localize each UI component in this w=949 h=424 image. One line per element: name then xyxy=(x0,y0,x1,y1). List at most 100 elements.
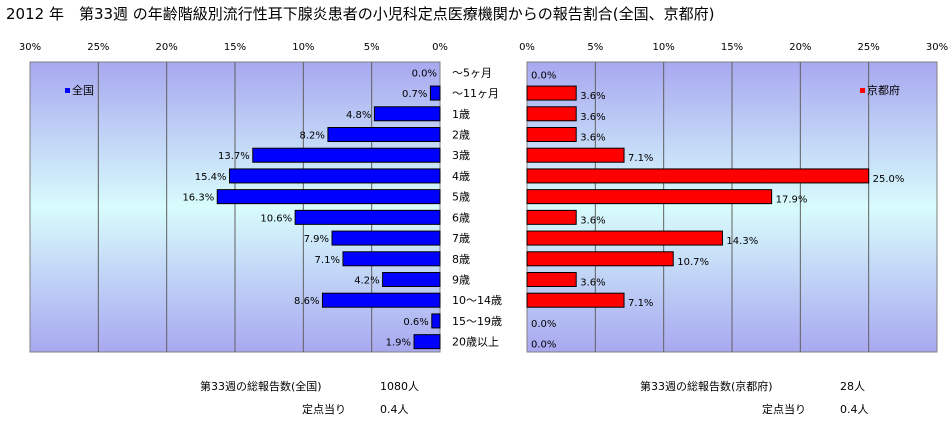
legend-kyoto: 京都府 xyxy=(860,83,900,97)
right-tick-label: 5% xyxy=(587,42,603,53)
right-tick-label: 25% xyxy=(858,42,880,53)
national-data-label: 10.6% xyxy=(260,213,292,224)
kyoto-data-label: 10.7% xyxy=(677,257,709,268)
kyoto-data-label: 25.0% xyxy=(873,174,905,185)
right-tick-label: 0% xyxy=(519,42,535,53)
kyoto-bar xyxy=(526,251,674,267)
national-bar xyxy=(331,230,441,246)
national-data-label: 0.6% xyxy=(403,317,428,328)
left-tick-label: 0% xyxy=(432,42,448,53)
national-bar xyxy=(252,147,441,163)
kyoto-count-label: 第33週の総報告数(京都府) xyxy=(640,379,773,393)
kyoto-data-label: 3.6% xyxy=(580,91,605,102)
chart-title: 2012 年 第33週 の年齢階級別流行性耳下腺炎患者の小児科定点医療機関からの… xyxy=(6,5,715,23)
kyoto-bar xyxy=(526,189,773,205)
legend-national-swatch xyxy=(65,88,70,93)
left-tick-label: 30% xyxy=(19,42,41,53)
kyoto-bar xyxy=(526,85,577,101)
national-data-label: 16.3% xyxy=(182,193,214,204)
national-data-label: 4.2% xyxy=(354,276,379,287)
kyoto-data-label: 14.3% xyxy=(726,236,758,247)
legend-kyoto-swatch xyxy=(860,88,865,93)
kyoto-bar xyxy=(526,106,577,122)
right-tick-label: 30% xyxy=(926,42,948,53)
kyoto-data-label: 7.1% xyxy=(628,298,653,309)
left-tick-label: 20% xyxy=(156,42,178,53)
kyoto-data-label: 0.0% xyxy=(531,319,556,330)
kyoto-data-label: 3.6% xyxy=(580,112,605,123)
category-label: 2歳 xyxy=(452,129,470,142)
left-tick-label: 25% xyxy=(87,42,109,53)
kyoto-data-label: 17.9% xyxy=(776,195,808,206)
category-labels: ～5ヶ月 ～11ヶ月 1歳 2歳 3歳 4歳 5歳 6歳 7歳 8歳 9歳 10～14歳 15～19歳 2… xyxy=(452,66,502,348)
national-bar xyxy=(321,292,441,308)
kyoto-bars: 0.0% 3.6% 3.6% 3.6% 7.1% 25.0% 17.9% 3.6% 14.3% 1… xyxy=(526,70,905,351)
kyoto-bar xyxy=(526,292,625,308)
national-bar xyxy=(382,272,441,287)
right-tick-label: 20% xyxy=(789,42,811,53)
national-bar xyxy=(229,168,441,184)
national-bar xyxy=(429,85,441,101)
kyoto-per-label: 定点当り xyxy=(762,402,806,416)
category-label: 20歳以上 xyxy=(452,336,499,349)
kyoto-data-label: 0.0% xyxy=(531,340,556,351)
category-label: 1歳 xyxy=(452,108,470,121)
kyoto-bar xyxy=(526,127,577,142)
category-label: 10～14歳 xyxy=(452,294,502,307)
national-bar xyxy=(413,334,441,350)
kyoto-count-value: 28人 xyxy=(840,380,865,393)
kyoto-bar xyxy=(526,209,577,225)
left-tick-label: 5% xyxy=(364,42,380,53)
category-label: 7歳 xyxy=(452,232,470,245)
kyoto-data-label: 3.6% xyxy=(580,215,605,226)
left-tick-label: 10% xyxy=(292,42,314,53)
national-data-label: 1.9% xyxy=(386,338,411,349)
category-label: 4歳 xyxy=(452,170,470,183)
national-bars: 0.0% 0.7% 4.8% 8.2% 13.7% 15.4% 16.3% 10.6% 7.9%… xyxy=(182,68,441,350)
national-count-value: 1080人 xyxy=(380,380,419,393)
left-tick-label: 15% xyxy=(224,42,246,53)
national-bar xyxy=(373,106,441,122)
national-bar xyxy=(294,209,441,225)
national-data-label: 7.1% xyxy=(315,255,340,266)
national-data-label: 8.6% xyxy=(294,296,319,307)
right-axis-ticks: 0% 5% 10% 15% 20% 25% 30% xyxy=(519,42,948,53)
national-bar xyxy=(431,313,441,329)
right-tick-label: 15% xyxy=(721,42,743,53)
kyoto-bar xyxy=(526,168,870,184)
national-data-label: 0.0% xyxy=(412,68,437,79)
national-data-label: 4.8% xyxy=(346,110,371,121)
kyoto-bar xyxy=(526,230,723,246)
kyoto-data-label: 3.6% xyxy=(580,278,605,289)
legend-national-label: 全国 xyxy=(72,83,94,97)
national-bar xyxy=(327,127,441,142)
national-per-label: 定点当り xyxy=(302,402,346,416)
national-data-label: 7.9% xyxy=(304,234,329,245)
category-label: 6歳 xyxy=(452,211,470,224)
national-bar xyxy=(216,189,441,205)
category-label: 15～19歳 xyxy=(452,315,502,328)
kyoto-per-value: 0.4人 xyxy=(840,403,869,416)
category-label: 5歳 xyxy=(452,191,470,204)
left-axis-ticks: 30% 25% 20% 15% 10% 5% 0% xyxy=(19,42,448,53)
kyoto-data-label: 3.6% xyxy=(580,133,605,144)
right-tick-label: 10% xyxy=(653,42,675,53)
category-label: 8歳 xyxy=(452,253,470,266)
category-label: ～11ヶ月 xyxy=(452,87,499,100)
kyoto-data-label: 7.1% xyxy=(628,153,653,164)
kyoto-bar xyxy=(526,272,577,287)
national-data-label: 0.7% xyxy=(402,89,427,100)
national-data-label: 15.4% xyxy=(195,172,227,183)
legend-national: 全国 xyxy=(65,83,94,97)
national-per-value: 0.4人 xyxy=(380,403,409,416)
national-count-label: 第33週の総報告数(全国) xyxy=(200,379,322,393)
kyoto-data-label: 0.0% xyxy=(531,70,556,81)
legend-kyoto-label: 京都府 xyxy=(867,83,900,97)
national-data-label: 13.7% xyxy=(218,151,250,162)
category-label: 3歳 xyxy=(452,149,470,162)
national-data-label: 8.2% xyxy=(300,131,325,142)
category-label: ～5ヶ月 xyxy=(452,66,492,79)
national-bar xyxy=(342,251,441,267)
kyoto-bar xyxy=(526,147,625,163)
